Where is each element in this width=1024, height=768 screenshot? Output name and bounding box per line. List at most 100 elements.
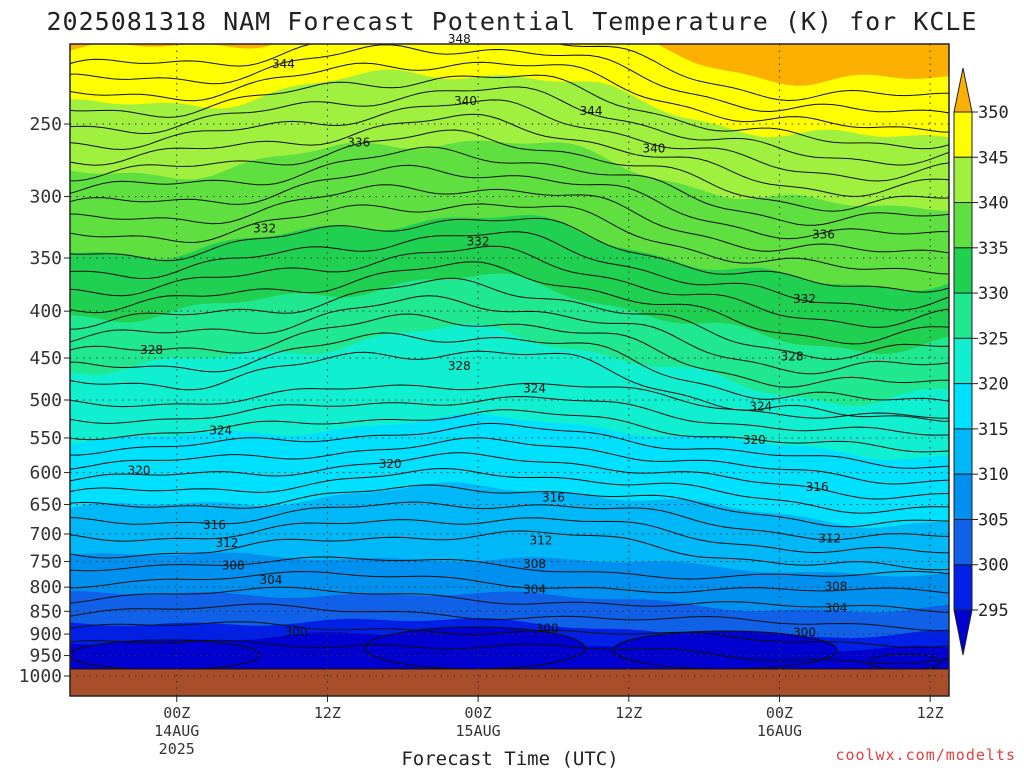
contour-line — [70, 621, 949, 648]
y-tick-label: 350 — [29, 248, 62, 269]
contour-label: 332 — [793, 292, 816, 306]
contour-label-text: 308 — [222, 559, 245, 573]
contour-label-text: 312 — [529, 534, 552, 548]
contour-label: 308 — [825, 580, 848, 594]
contour-label: 344 — [272, 57, 295, 71]
contour-label: 340 — [642, 142, 665, 156]
contour-label-text: 332 — [467, 235, 490, 249]
y-tick-label: 700 — [29, 524, 62, 545]
contour-label: 336 — [812, 228, 835, 242]
contour-line — [70, 44, 949, 114]
contour-line — [70, 129, 949, 212]
ground-below-surface — [70, 668, 949, 696]
contour-label: 312 — [818, 532, 841, 546]
contour-label: 348 — [448, 32, 471, 46]
colorbar-segment — [953, 564, 973, 611]
colorbar-label: 335 — [978, 239, 1009, 259]
contour-line — [70, 422, 949, 469]
contour-label: 308 — [523, 557, 546, 571]
contour-label-text: 320 — [743, 433, 766, 447]
y-tick-label: 850 — [29, 601, 62, 622]
contour-label-text: 320 — [128, 464, 151, 478]
contour-line — [70, 501, 949, 541]
y-tick-label: 550 — [29, 428, 62, 449]
contour-label: 316 — [542, 491, 565, 505]
contour-label: 328 — [140, 343, 163, 357]
contour-label: 324 — [523, 382, 546, 396]
colorbar-segment — [953, 428, 973, 475]
colorbar-label: 345 — [978, 148, 1009, 168]
band-350 — [70, 44, 949, 86]
colorbar-segment — [953, 247, 973, 294]
contour-label-text: 312 — [818, 532, 841, 546]
contour-line — [70, 146, 949, 226]
contour-label: 320 — [379, 457, 402, 471]
contour-line — [70, 245, 949, 328]
contour-label-text: 344 — [580, 104, 603, 118]
y-tick-label: 300 — [29, 187, 62, 208]
contour-line — [70, 517, 949, 554]
cold-pool-1 — [70, 640, 260, 670]
contour-label-text: 328 — [448, 359, 471, 373]
colorbar-label: 305 — [978, 510, 1009, 530]
contour-line — [70, 313, 949, 388]
contour-label: 300 — [793, 626, 816, 640]
contour-label-text: 344 — [272, 57, 295, 71]
colorbar-segment — [953, 111, 973, 158]
contour-label: 312 — [529, 534, 552, 548]
contour-label: 304 — [825, 601, 848, 615]
contour-label-text: 304 — [825, 601, 848, 615]
contour-line — [70, 452, 949, 500]
colorbar-segment — [953, 292, 973, 339]
x-tick-date: 15AUG — [456, 722, 501, 740]
y-tick-label: 250 — [29, 114, 62, 135]
contour-label-text: 308 — [825, 580, 848, 594]
contour-line — [70, 409, 949, 453]
plot-frame — [69, 43, 950, 697]
contour-label-text: 336 — [347, 136, 370, 150]
contour-line — [70, 184, 949, 254]
contour-label: 316 — [806, 480, 829, 494]
contour-lines — [70, 44, 949, 665]
colorbar-bottom-arrow — [953, 609, 973, 656]
contour-line — [70, 295, 949, 375]
contour-label-text: 340 — [642, 142, 665, 156]
x-tick-label: 00Z — [465, 704, 492, 722]
contour-label-text: 332 — [253, 221, 276, 235]
contour-label-text: 300 — [536, 621, 559, 635]
x-tick-label: 00Z — [766, 704, 793, 722]
x-tick-date: 16AUG — [757, 722, 802, 740]
contour-label-text: 312 — [216, 536, 239, 550]
colorbar-label: 350 — [978, 103, 1009, 123]
contour-label: 304 — [259, 573, 282, 587]
colorbar-label: 325 — [978, 329, 1009, 349]
contour-label: 332 — [253, 221, 276, 235]
contour-label-text: 340 — [454, 94, 477, 108]
contour-label-text: 324 — [209, 424, 232, 438]
contour-line — [70, 467, 949, 514]
contour-label: 308 — [222, 559, 245, 573]
credit-text: coolwx.com/modelts — [835, 746, 1016, 764]
x-axis-ticks: 00Z14AUG202512Z00Z15AUG12Z00Z16AUG12Z00Z… — [154, 696, 944, 758]
contour-line — [70, 570, 949, 594]
contour-line — [70, 217, 949, 293]
contour-line — [70, 86, 949, 166]
y-tick-label: 500 — [29, 390, 62, 411]
contour-label: 328 — [781, 349, 804, 363]
colorbar-label: 300 — [978, 556, 1009, 576]
contour-line — [70, 74, 949, 150]
cold-pool-3 — [613, 631, 837, 669]
x-axis-label: Forecast Time (UTC) — [401, 748, 618, 768]
contour-label: 316 — [203, 518, 226, 532]
ground-fill — [70, 669, 949, 696]
y-tick-label: 600 — [29, 463, 62, 484]
contour-label-text: 304 — [259, 573, 282, 587]
contour-label-text: 324 — [523, 382, 546, 396]
x-tick-label: 00Z — [163, 704, 190, 722]
y-tick-label: 650 — [29, 494, 62, 515]
contour-line — [70, 556, 949, 580]
colorbar-label: 320 — [978, 375, 1009, 395]
contour-line — [70, 44, 949, 102]
x-tick-label: 12Z — [917, 704, 944, 722]
